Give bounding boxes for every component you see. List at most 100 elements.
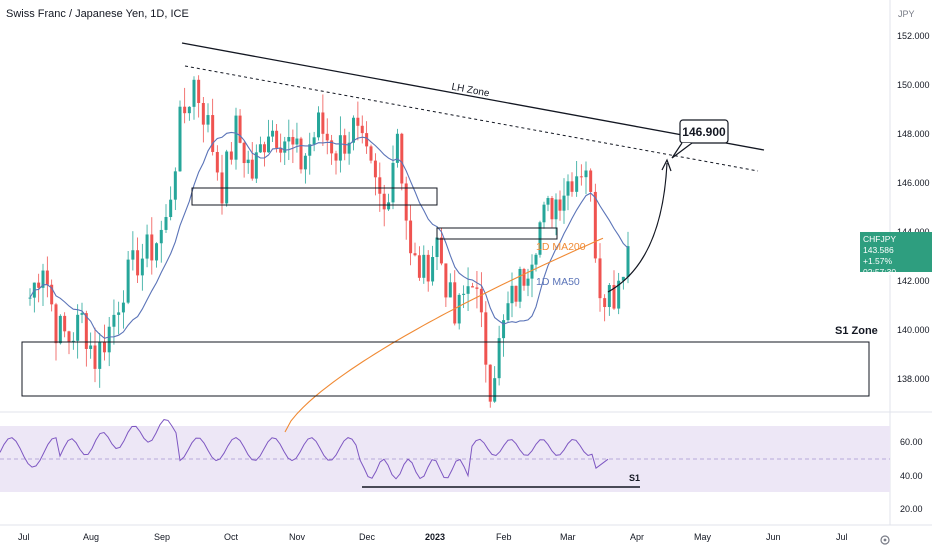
rsi-tick-label: 40.00 — [900, 471, 923, 481]
candle-body — [334, 153, 338, 161]
candle-body — [526, 278, 530, 286]
candle-body — [356, 117, 360, 126]
candle-body — [365, 133, 369, 147]
x-tick-label: Feb — [496, 532, 512, 542]
price-pane[interactable] — [0, 0, 890, 410]
candle-body — [187, 106, 191, 114]
candle-body — [312, 137, 316, 145]
rsi-axis[interactable]: 60.00 40.00 20.00 — [900, 437, 923, 514]
x-tick-label: Oct — [224, 532, 239, 542]
settings-gear-icon[interactable] — [880, 535, 890, 545]
price-axis[interactable]: 152.000 150.000 148.000 146.000 144.000 … — [897, 31, 930, 384]
s1-zone-box[interactable] — [21, 341, 870, 397]
candle-body — [575, 176, 579, 192]
candle-body — [579, 176, 583, 178]
ma50-line — [29, 131, 629, 339]
candle-body — [50, 284, 54, 305]
candle-body — [112, 314, 116, 327]
candle-body — [330, 140, 334, 154]
candle-body — [299, 138, 303, 170]
candle-body — [211, 115, 215, 152]
candle-body — [612, 285, 616, 309]
candle-body — [546, 198, 550, 205]
candle-body — [347, 142, 351, 154]
x-tick-label: Aug — [83, 532, 99, 542]
candle-body — [534, 254, 538, 265]
candle-body — [234, 115, 238, 160]
lh-dashed-line[interactable] — [184, 65, 759, 172]
candle-body — [462, 293, 466, 295]
candle-body — [391, 162, 395, 203]
candle-body — [325, 133, 329, 141]
candle-body — [497, 338, 501, 379]
candle-body — [352, 117, 355, 143]
candle-body — [258, 144, 262, 153]
candle-body — [448, 282, 452, 298]
candle-body — [84, 313, 88, 349]
candle-body — [58, 315, 62, 344]
candle-body — [621, 276, 625, 281]
candle-body — [378, 177, 382, 194]
candle-body — [431, 257, 435, 282]
candle-body — [145, 234, 149, 259]
target-label: 146.900 — [682, 125, 726, 139]
last-price-badge[interactable]: CHFJPY 143.586 +1.57% 02:57:30 — [860, 232, 932, 277]
candle-body — [250, 159, 254, 179]
candle-body — [589, 170, 593, 192]
candle-body — [308, 144, 312, 156]
ma200-path — [284, 237, 604, 433]
x-tick-label: May — [694, 532, 712, 542]
candle-body — [295, 138, 299, 145]
resistance-box-1[interactable] — [191, 187, 438, 206]
time-axis[interactable]: Jul Aug Sep Oct Nov Dec 2023 Feb Mar Apr… — [18, 532, 848, 542]
candle-body — [45, 270, 49, 285]
candle-body — [80, 313, 84, 315]
candle-body — [484, 312, 488, 365]
x-tick-label: Dec — [359, 532, 376, 542]
candle-body — [360, 125, 364, 134]
candle-body — [102, 341, 106, 353]
rsi-tick-label: 60.00 — [900, 437, 923, 447]
candle-body — [395, 133, 399, 163]
candle-body — [466, 286, 470, 294]
candle-body — [164, 217, 168, 230]
lh-zone-line[interactable] — [181, 42, 765, 151]
candle-body — [238, 115, 242, 143]
candle-body — [626, 246, 630, 277]
candle-body — [502, 320, 506, 339]
candle-body — [598, 258, 602, 299]
candle-body — [121, 302, 125, 313]
candle-body — [262, 144, 266, 153]
candle-body — [373, 160, 377, 178]
candle-body — [173, 171, 177, 200]
target-callout[interactable] — [679, 119, 729, 144]
countdown-timer: 02:57:30 — [863, 267, 897, 277]
candle-body — [317, 112, 320, 138]
candle-body — [192, 79, 196, 107]
arrow-head-icon — [661, 158, 672, 172]
candle-body — [178, 106, 182, 172]
candle-body — [150, 234, 154, 261]
candle-body — [522, 268, 526, 286]
candle-body — [382, 193, 386, 210]
candle-body — [206, 115, 210, 125]
candle-body — [558, 199, 562, 211]
candle-body — [37, 282, 41, 288]
candle-body — [41, 270, 45, 288]
candle-body — [607, 285, 611, 308]
y-tick-label: 142.000 — [897, 276, 930, 286]
ma200-label: 1D MA200 — [536, 241, 586, 253]
candle-body — [338, 135, 342, 161]
candle-body — [387, 202, 391, 210]
candle-body — [275, 130, 279, 148]
candle-body — [291, 137, 295, 145]
candle-body — [98, 341, 102, 369]
candle-body — [140, 258, 144, 276]
candle-body — [404, 183, 408, 221]
y-tick-label: 140.000 — [897, 325, 930, 335]
candle-body — [242, 142, 246, 164]
y-tick-label: 150.000 — [897, 80, 930, 90]
candle-body — [169, 199, 173, 218]
resistance-box-2[interactable] — [436, 227, 558, 240]
